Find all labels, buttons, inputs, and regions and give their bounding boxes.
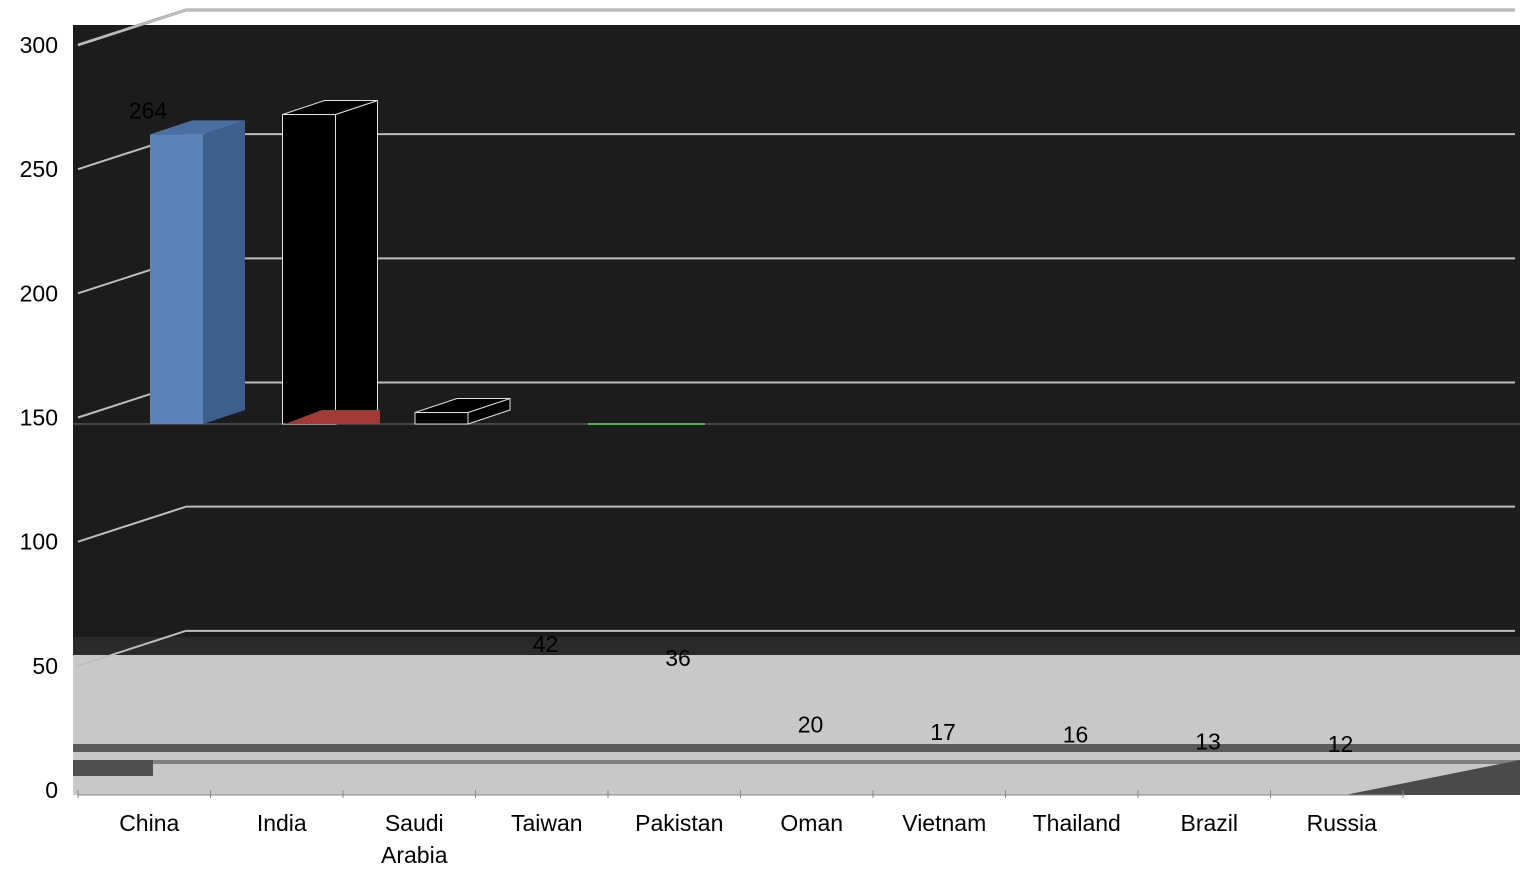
bar-top-2 [414, 398, 511, 414]
data-label: 20 [798, 711, 824, 737]
x-tick-label: Russia [1307, 810, 1378, 836]
x-tick-label: Thailand [1033, 810, 1121, 836]
floor-stripe-2 [73, 760, 1520, 764]
floor-stripe [73, 744, 1520, 752]
bar-top-0 [150, 120, 245, 135]
y-tick-label: 200 [20, 280, 58, 306]
accent-red-sliver [285, 410, 380, 424]
data-label: 17 [930, 719, 956, 745]
x-tick-label: India [257, 810, 307, 836]
plot-band-mid [73, 637, 1520, 655]
y-tick-label: 250 [20, 156, 58, 182]
y-tick-label: 0 [45, 777, 58, 803]
x-tick-label: China [119, 810, 179, 836]
y-tick-label: 300 [20, 32, 58, 58]
data-label: 42 [533, 631, 559, 657]
floor-wedge [1345, 760, 1520, 795]
gridline-diagonal [77, 629, 187, 667]
bar-layer [150, 99, 511, 425]
bar-front-2 [414, 412, 469, 425]
data-label: 264 [129, 97, 168, 123]
y-tick-label: 50 [32, 653, 58, 679]
x-tick-label: Brazil [1180, 810, 1238, 836]
bar-side-1 [335, 99, 378, 425]
y-tick-layer: 0 50 100 150 200 250 300 [20, 32, 58, 803]
bar-top-1 [282, 100, 378, 116]
data-label: 13 [1195, 729, 1221, 755]
data-label: 12 [1328, 731, 1354, 757]
y-tick-label: 100 [20, 529, 58, 555]
bar-side-0 [203, 120, 245, 425]
bar-front-1 [282, 114, 336, 425]
x-tick-layer: China India Saudi Arabia Taiwan Pakistan Oman V… [77, 790, 1405, 868]
bar-front-0 [150, 134, 203, 424]
data-label: 36 [665, 645, 691, 671]
gridline-diagonal [77, 9, 187, 46]
x-tick-label: Vietnam [902, 810, 986, 836]
plot-background-light [73, 655, 1520, 795]
x-tick-label: Pakistan [635, 810, 723, 836]
data-label-layer: 264 42 36 20 17 16 13 12 [129, 97, 1353, 757]
x-tick-label: Saudi Arabia [381, 810, 448, 868]
y-tick-label: 150 [20, 405, 58, 431]
x-tick-label: Oman [780, 810, 843, 836]
data-label: 16 [1063, 721, 1089, 747]
x-tick-label: Taiwan [511, 810, 583, 836]
gridline-diagonal [77, 505, 187, 543]
floor-block [73, 760, 153, 776]
